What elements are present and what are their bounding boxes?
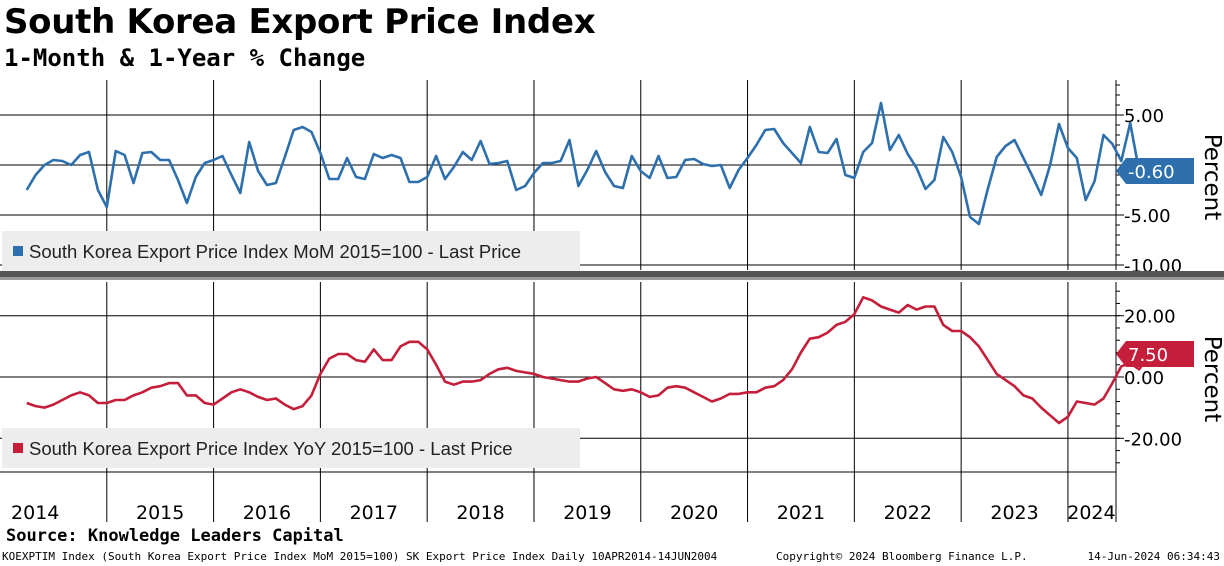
mom-panel: 5.000.00-5.00-10.00 South Korea Export P…	[0, 80, 1224, 277]
year-label-2014: 2014	[11, 502, 59, 524]
year-label-2023: 2023	[990, 502, 1038, 524]
year-label-2018: 2018	[456, 502, 504, 524]
divider-bar	[0, 271, 1224, 277]
yoy-y-axis-title: Percent	[1199, 336, 1224, 423]
yoy-legend: South Korea Export Price Index YoY 2015=…	[2, 428, 580, 468]
yoy-horizontal-gridlines	[0, 315, 1116, 439]
footer-ticker-info: KOEXPTIM Index (South Korea Export Price…	[2, 550, 718, 563]
yoy-legend-label: South Korea Export Price Index YoY 2015=…	[29, 438, 513, 459]
mom-last-value-label: -0.60	[1128, 162, 1175, 183]
yoy-panel: 20.00 0.00 -20.00 South Korea Export Price…	[0, 282, 1224, 472]
mom-series-line	[25, 101, 1141, 226]
y-tick-label: 5.00	[1124, 106, 1164, 127]
year-label-2016: 2016	[243, 502, 291, 524]
yoy-legend-swatch	[13, 443, 23, 453]
source-note: Source: Knowledge Leaders Capital	[6, 526, 344, 546]
mom-legend-swatch	[13, 246, 23, 256]
mom-legend: South Korea Export Price Index MoM 2015=…	[2, 231, 580, 271]
year-label-2020: 2020	[670, 502, 718, 524]
footer-copyright: Copyright© 2024 Bloomberg Finance L.P.	[776, 550, 1028, 563]
mom-y-axis-title: Percent	[1199, 134, 1224, 221]
y-tick-label: -5.00	[1124, 206, 1171, 227]
footer-timestamp: 14-Jun-2024 06:34:43	[1087, 550, 1220, 563]
yoy-last-value-label: 7.50	[1128, 345, 1168, 366]
yoy-series-line	[26, 295, 1158, 425]
year-label-2019: 2019	[563, 502, 611, 524]
mom-legend-label: South Korea Export Price Index MoM 2015=…	[29, 241, 521, 262]
chart-title: South Korea Export Price Index	[4, 2, 596, 42]
y-tick-label: -20.00	[1124, 429, 1182, 450]
year-label-2015: 2015	[136, 502, 184, 524]
panel-divider	[0, 271, 1224, 280]
x-axis: 2014 2015 2016 2017 2018 2019 2020 2021 2022 2023…	[0, 471, 1117, 524]
yoy-y-axis: 20.00 0.00 -20.00	[1115, 282, 1182, 472]
y-tick-label: 0.00	[1124, 368, 1164, 389]
yoy-last-value-callout: 7.50	[1116, 341, 1194, 368]
mom-last-value-callout: -0.60	[1116, 158, 1194, 184]
chart-subtitle: 1-Month & 1-Year % Change	[4, 44, 366, 72]
year-label-2017: 2017	[350, 502, 398, 524]
year-label-2024: 2024	[1067, 502, 1115, 524]
y-tick-label: 20.00	[1124, 307, 1176, 328]
year-label-2022: 2022	[884, 502, 932, 524]
year-label-2021: 2021	[777, 502, 825, 524]
divider-shadow	[0, 277, 1224, 280]
